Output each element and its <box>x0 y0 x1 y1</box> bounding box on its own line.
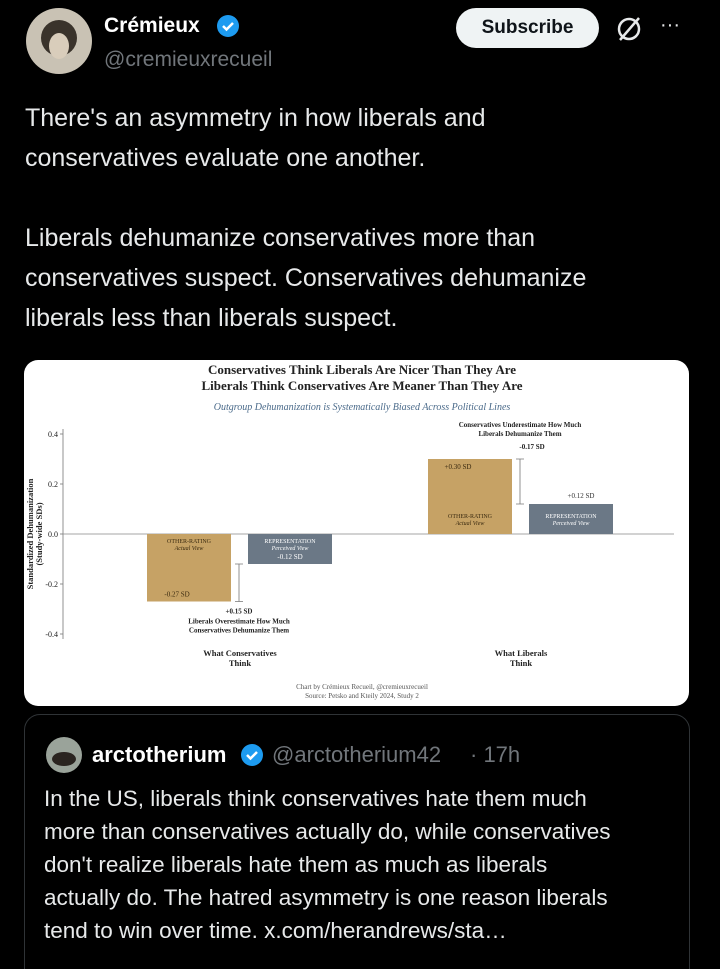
chart-footer: Source: Petsko and Kteily 2024, Study 2 <box>305 692 419 700</box>
y-tick-label: -0.2 <box>45 580 58 589</box>
value-label: +0.12 SD <box>568 492 595 500</box>
quote-time: · 17h <box>470 742 521 767</box>
quote-avatar[interactable] <box>46 737 82 773</box>
author-handle[interactable]: @cremieuxrecueil <box>104 48 273 71</box>
quote-name[interactable]: arctotherium <box>92 742 227 767</box>
quote-text: don't realize liberals hate them as much… <box>44 852 548 877</box>
y-tick-label: 0.4 <box>48 430 58 439</box>
post-text: Liberals dehumanize conservatives more t… <box>25 224 535 252</box>
verified-badge <box>241 744 263 766</box>
x-tick-label: Think <box>229 658 251 668</box>
gap-bracket <box>516 458 524 505</box>
quote-handle[interactable]: @arctotherium42 <box>272 742 442 767</box>
author-name[interactable]: Crémieux <box>104 14 200 37</box>
quote-text: actually do. The hatred asymmetry is one… <box>44 885 608 910</box>
quote-card[interactable] <box>24 714 690 969</box>
y-tick-label: -0.4 <box>45 630 58 639</box>
gap-note: Liberals Dehumanize Them <box>478 430 561 438</box>
y-tick-label: 0.0 <box>48 530 58 539</box>
gap-label: -0.17 SD <box>519 443 544 451</box>
chart-title: Conservatives Think Liberals Are Nicer T… <box>208 362 516 377</box>
value-label: +0.30 SD <box>445 463 472 471</box>
value-label: -0.12 SD <box>277 553 302 561</box>
quote-text: more than conservatives actually do, whi… <box>44 819 611 844</box>
bar-name: OTHER-RATING <box>167 539 212 545</box>
gap-label: +0.15 SD <box>226 608 253 616</box>
quote-text: In the US, liberals think conservatives … <box>44 786 587 811</box>
more-button[interactable]: ··· <box>660 14 680 36</box>
bar-name: REPRESENTATION <box>545 514 597 520</box>
x-tick-label: Think <box>510 658 532 668</box>
bar-subname: Actual View <box>455 521 485 527</box>
gap-note: Conservatives Underestimate How Much <box>459 421 582 429</box>
gap-note: Liberals Overestimate How Much <box>188 618 290 626</box>
y-axis-label: Standardized Dehumanization <box>25 478 35 589</box>
x-tick-label: What Conservatives <box>203 648 277 658</box>
post-text: There's an asymmetry in how liberals and <box>25 104 486 132</box>
chart-footer: Chart by Crémieux Recueil, @cremieuxrecu… <box>296 683 428 691</box>
subscribe-button[interactable]: Subscribe <box>456 8 599 48</box>
chart-subtitle: Outgroup Dehumanization is Systematicall… <box>214 402 511 413</box>
x-tick-label: What Liberals <box>495 648 548 658</box>
avatar[interactable] <box>26 8 92 74</box>
bar <box>147 534 231 602</box>
chart-title: Liberals Think Conservatives Are Meaner … <box>201 378 522 393</box>
bar-subname: Actual View <box>174 546 204 552</box>
y-axis-label: (Study-wide SDs) <box>34 502 44 565</box>
quote-text: tend to win over time. x.com/herandrews/… <box>44 918 507 943</box>
bar-name: REPRESENTATION <box>264 539 316 545</box>
post-text: conservatives evaluate one another. <box>25 144 426 172</box>
bar <box>529 504 613 534</box>
bar-subname: Perceived View <box>552 521 590 527</box>
grok-icon[interactable] <box>614 14 644 44</box>
gap-note: Conservatives Dehumanize Them <box>189 627 289 635</box>
bar <box>248 534 332 564</box>
gap-bracket <box>235 563 243 602</box>
bar-name: OTHER-RATING <box>448 514 493 520</box>
post-text: conservatives suspect. Conservatives deh… <box>25 264 587 292</box>
y-tick-label: 0.2 <box>48 480 58 489</box>
chart-image[interactable]: Conservatives Think Liberals Are Nicer T… <box>24 360 689 706</box>
bar <box>428 459 512 534</box>
bar-subname: Perceived View <box>271 546 309 552</box>
verified-badge <box>217 15 239 37</box>
post-text: liberals less than liberals suspect. <box>25 304 398 332</box>
value-label: -0.27 SD <box>164 591 189 599</box>
